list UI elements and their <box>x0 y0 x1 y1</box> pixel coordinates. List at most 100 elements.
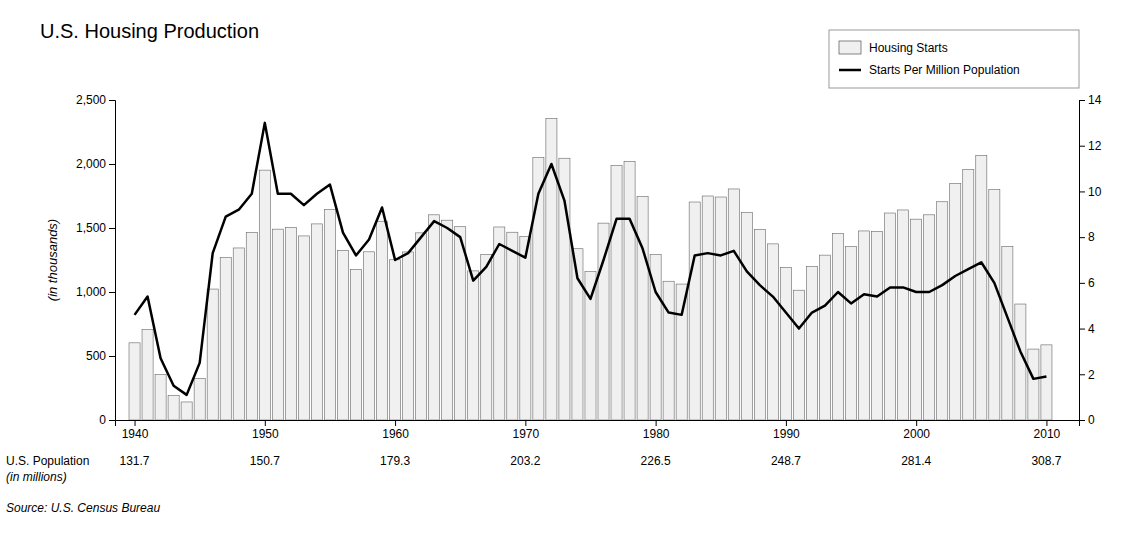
tick: 1940 <box>122 420 149 441</box>
population-value: 308.7 <box>1031 454 1061 468</box>
axis-line <box>109 101 116 421</box>
tick: 1,500 <box>76 221 115 235</box>
chart: 1940195019601970198019902000201005001,00… <box>0 0 1144 550</box>
bar <box>754 230 765 420</box>
bar <box>494 227 505 420</box>
bar <box>1041 345 1052 420</box>
bar <box>898 210 909 420</box>
bar <box>937 202 948 420</box>
bar <box>611 166 622 420</box>
tick-mark <box>1079 329 1085 330</box>
tick-mark <box>916 420 917 426</box>
tick: 2010 <box>1034 420 1061 441</box>
tick: 0 <box>1079 413 1095 427</box>
bar <box>728 189 739 420</box>
bar <box>377 221 388 420</box>
tick-label: 2000 <box>903 427 930 441</box>
bar <box>676 284 687 420</box>
bar <box>155 374 166 420</box>
tick-label: 500 <box>86 349 106 363</box>
tick-label: 0 <box>1088 413 1095 427</box>
bar <box>285 227 296 420</box>
tick-mark <box>135 420 136 426</box>
bar <box>780 267 791 420</box>
tick-label: 12 <box>1088 139 1102 153</box>
tick-label: 1,500 <box>76 221 106 235</box>
tick: 12 <box>1079 139 1102 153</box>
tick-label: 1990 <box>773 427 800 441</box>
bar <box>963 170 974 420</box>
bar <box>1028 349 1039 420</box>
legend-label: Starts Per Million Population <box>869 63 1020 77</box>
population-row: U.S. Population(in millions)131.7150.717… <box>6 454 1062 484</box>
tick-label: 0 <box>99 413 106 427</box>
bar <box>181 402 192 420</box>
bar <box>246 232 257 420</box>
bar <box>1002 247 1013 420</box>
bar <box>337 250 348 420</box>
bar <box>859 231 870 420</box>
tick: 1,000 <box>76 285 115 299</box>
tick-label: 8 <box>1088 230 1095 244</box>
tick-label: 1980 <box>643 427 670 441</box>
source: Source: U.S. Census Bureau <box>6 501 160 515</box>
bar <box>363 252 374 420</box>
bar <box>220 258 231 420</box>
tick-label: 14 <box>1088 93 1102 107</box>
bar <box>468 271 479 420</box>
legend: Housing Starts Starts Per Million Populat… <box>829 30 1079 88</box>
axis: 02468101214 <box>1079 93 1102 427</box>
tick-mark <box>1079 146 1085 147</box>
axis-line <box>1080 101 1086 421</box>
bar <box>311 224 322 420</box>
tick-label: 2 <box>1088 368 1095 382</box>
bar <box>624 161 635 420</box>
bar <box>350 270 361 420</box>
tick-label: 2,000 <box>76 157 106 171</box>
bar <box>924 215 935 420</box>
bar <box>637 197 648 420</box>
tick: 4 <box>1079 322 1095 336</box>
tick-mark <box>265 420 266 426</box>
bar <box>872 231 883 420</box>
population-value: 179.3 <box>380 454 410 468</box>
bar <box>481 255 492 420</box>
population-value: 248.7 <box>771 454 801 468</box>
title: U.S. Housing Production <box>40 20 259 42</box>
tick-label: 1960 <box>382 427 409 441</box>
legend-label: Housing Starts <box>869 41 948 55</box>
tick-mark <box>786 420 787 426</box>
population-value: 226.5 <box>641 454 671 468</box>
population-value: 150.7 <box>250 454 280 468</box>
tick: 2,500 <box>76 93 115 107</box>
tick: 2 <box>1079 368 1095 382</box>
tick-label: 2,500 <box>76 93 106 107</box>
tick: 8 <box>1079 230 1095 244</box>
bar <box>403 252 414 420</box>
bar <box>715 197 726 420</box>
bar <box>324 209 335 420</box>
tick-mark <box>1079 283 1085 284</box>
tick-mark <box>1079 100 1085 101</box>
tick-label: 1940 <box>122 427 149 441</box>
tick-label: 1970 <box>512 427 539 441</box>
tick-mark <box>1079 191 1085 192</box>
bar <box>142 330 153 420</box>
tick: 10 <box>1079 185 1102 199</box>
tick-mark <box>109 228 115 229</box>
tick-label: 4 <box>1088 322 1095 336</box>
tick-mark <box>109 420 115 421</box>
bar-series <box>129 118 1052 420</box>
bar <box>507 232 518 420</box>
bar <box>689 202 700 420</box>
bar <box>832 234 843 420</box>
bar <box>390 260 401 420</box>
axis-title: (in thousands) <box>45 219 60 301</box>
tick-mark <box>109 164 115 165</box>
bar <box>598 223 609 420</box>
bar <box>233 248 244 420</box>
population-label: U.S. Population <box>6 454 89 468</box>
population-value: 281.4 <box>901 454 931 468</box>
bar <box>767 244 778 420</box>
bar <box>416 233 427 420</box>
